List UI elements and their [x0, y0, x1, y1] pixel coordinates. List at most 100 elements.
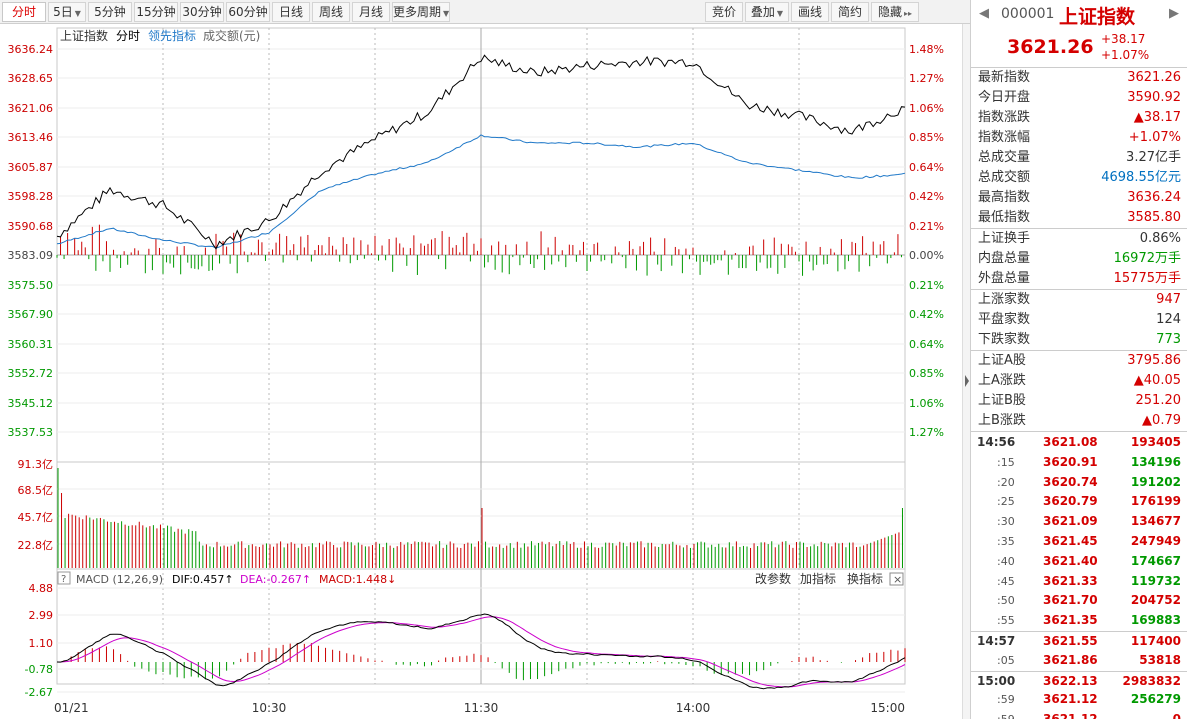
- period-tab-8[interactable]: 月线: [352, 2, 390, 22]
- dropdown-arrow-icon: ▼: [776, 9, 784, 18]
- stat-row: 总成交量 3.27亿手: [971, 148, 1187, 168]
- stat-value: 773: [1156, 332, 1181, 347]
- tick-price: 3621.12: [1043, 710, 1098, 719]
- time-axis-label: 11:30: [464, 701, 499, 715]
- tick-price: 3621.33: [1043, 573, 1098, 588]
- tick-price: 3621.45: [1043, 533, 1098, 548]
- tick-row: :30 3621.09 134677: [971, 512, 1187, 532]
- tick-row: :50 3621.70 204752: [971, 591, 1187, 611]
- price-tick-label: 3605.87: [8, 161, 54, 174]
- stat-row: 下跌家数 773: [971, 330, 1187, 350]
- toolbar: 分时 5日 ▼ 5分钟 15分钟 30分钟 60分钟 日线 周线 月线 更多周期 ▼ 竞价 叠加 ▼ 画线 简约…: [0, 0, 970, 24]
- quote-panel: ◀ 000001 上证指数 ▶ 3621.26 +38.17 +1.07% 最新…: [970, 0, 1187, 719]
- price-tick-label: 3545.12: [8, 397, 54, 410]
- period-tab-0[interactable]: 分时: [2, 2, 46, 22]
- tick-price: 3621.55: [1043, 633, 1098, 648]
- tick-row: :45 3621.33 119732: [971, 572, 1187, 592]
- tick-time: 14:56: [977, 435, 1016, 449]
- tick-time: 15:00: [977, 673, 1016, 688]
- period-tab-6[interactable]: 日线: [272, 2, 310, 22]
- price-tick-label: 3575.50: [8, 279, 54, 292]
- stat-label: 上B涨跌: [978, 413, 1026, 428]
- pct-tick-label: 0.64%: [909, 338, 944, 351]
- price-line: [56, 54, 906, 250]
- stat-value: 3636.24: [1127, 190, 1181, 205]
- period-tab-label: 30分钟: [182, 5, 222, 19]
- period-tab-5[interactable]: 60分钟: [226, 2, 270, 22]
- tool-button-3[interactable]: 简约: [831, 2, 869, 22]
- stat-label: 指数涨跌: [978, 110, 1031, 125]
- stat-value: 3621.26: [1127, 70, 1181, 85]
- tick-price: 3621.70: [1043, 593, 1098, 608]
- tick-volume: 169883: [1130, 613, 1181, 628]
- macd-value: MACD:1.448↓: [319, 573, 396, 586]
- collapse-panel-handle[interactable]: [962, 24, 970, 719]
- help-icon-glyph: ?: [61, 574, 66, 585]
- legend-mode: 分时: [116, 29, 140, 43]
- stat-label: 下跌家数: [978, 332, 1031, 347]
- period-tab-label: 月线: [358, 5, 383, 19]
- tick-price: 3621.12: [1043, 692, 1098, 707]
- period-tab-label: 15分钟: [136, 5, 176, 19]
- tick-volume: 174667: [1130, 553, 1181, 568]
- stat-label: 平盘家数: [978, 312, 1031, 327]
- period-tab-label: 5分钟: [94, 5, 126, 19]
- intraday-chart[interactable]: 3636.24 1.48% 3628.65 1.27% 3621.06 1.06% 3613…: [0, 24, 962, 719]
- macd-button-0[interactable]: 改参数: [755, 571, 791, 586]
- tick-volume: 204752: [1130, 593, 1181, 608]
- tick-row: :15 3620.91 134196: [971, 453, 1187, 473]
- tool-label: 简约: [837, 5, 862, 19]
- price-change: +38.17: [1101, 32, 1146, 46]
- quote-header: ◀ 000001 上证指数 ▶ 3621.26 +38.17 +1.07%: [971, 0, 1187, 68]
- tick-price: 3621.86: [1043, 652, 1098, 667]
- volume-tick-label: 91.3亿: [18, 458, 54, 471]
- tick-list[interactable]: 14:56 3621.08 193405:15 3620.91 134196:20 362…: [971, 431, 1187, 719]
- tool-button-1[interactable]: 叠加 ▼: [745, 2, 789, 22]
- macd-button-1[interactable]: 加指标: [800, 571, 836, 586]
- stat-value: 4698.55亿元: [1101, 170, 1181, 185]
- stock-code: 000001: [1001, 6, 1055, 22]
- stats-group: 上证A股 3795.86 上A涨跌 ▲40.05 上证B股 251.20 上B涨跌 ▲0.79: [971, 350, 1187, 431]
- macd-button-2[interactable]: 换指标: [847, 571, 883, 586]
- tool-button-2[interactable]: 画线: [791, 2, 829, 22]
- macd-close-icon[interactable]: [889, 572, 904, 586]
- price-tick-label: 3613.46: [8, 131, 54, 144]
- period-tab-9[interactable]: 更多周期 ▼: [392, 2, 450, 22]
- stat-value: +1.07%: [1128, 130, 1181, 145]
- price-tick-label: 3552.72: [8, 367, 54, 380]
- help-icon[interactable]: [57, 571, 71, 585]
- pct-tick-label: 0.21%: [909, 220, 944, 233]
- next-stock-arrow-icon[interactable]: ▶: [1169, 6, 1179, 21]
- stat-label: 上涨家数: [978, 292, 1031, 307]
- tick-price: 3620.79: [1043, 494, 1098, 509]
- tick-row: :55 3621.35 169883: [971, 611, 1187, 631]
- macd-tick-label: -2.67: [25, 686, 53, 699]
- period-tab-4[interactable]: 30分钟: [180, 2, 224, 22]
- tick-row: :05 3621.86 53818: [971, 651, 1187, 671]
- volume-tick-label: 45.7亿: [18, 511, 54, 524]
- stat-value: 3.27亿手: [1126, 150, 1181, 165]
- tick-price: 3621.09: [1043, 514, 1098, 529]
- stat-label: 最高指数: [978, 190, 1031, 205]
- period-tab-1[interactable]: 5日 ▼: [48, 2, 86, 22]
- macd-close-glyph: ×: [893, 573, 902, 586]
- pct-tick-label: 1.27%: [909, 426, 944, 439]
- tick-time: :05: [997, 653, 1015, 667]
- stat-row: 上证A股 3795.86: [971, 351, 1187, 371]
- pct-tick-label: 0.00%: [909, 249, 944, 262]
- price-tick-label: 3628.65: [8, 72, 54, 85]
- tool-button-4[interactable]: 隐藏 ▸▸: [871, 2, 919, 22]
- stat-label: 上证B股: [978, 393, 1026, 408]
- stat-label: 指数涨幅: [978, 130, 1031, 145]
- price-tick-label: 3636.24: [8, 43, 54, 56]
- stats-group: 上证换手 0.86% 内盘总量 16972万手 外盘总量 15775万手: [971, 228, 1187, 289]
- stat-row: 上证换手 0.86%: [971, 229, 1187, 249]
- tick-volume: 193405: [1130, 435, 1181, 449]
- tool-button-0[interactable]: 竞价: [705, 2, 743, 22]
- dea-line: [57, 616, 906, 688]
- period-tab-3[interactable]: 15分钟: [134, 2, 178, 22]
- prev-stock-arrow-icon[interactable]: ◀: [979, 6, 989, 21]
- period-tab-2[interactable]: 5分钟: [88, 2, 132, 22]
- period-tab-7[interactable]: 周线: [312, 2, 350, 22]
- tick-volume: 0: [1173, 710, 1181, 719]
